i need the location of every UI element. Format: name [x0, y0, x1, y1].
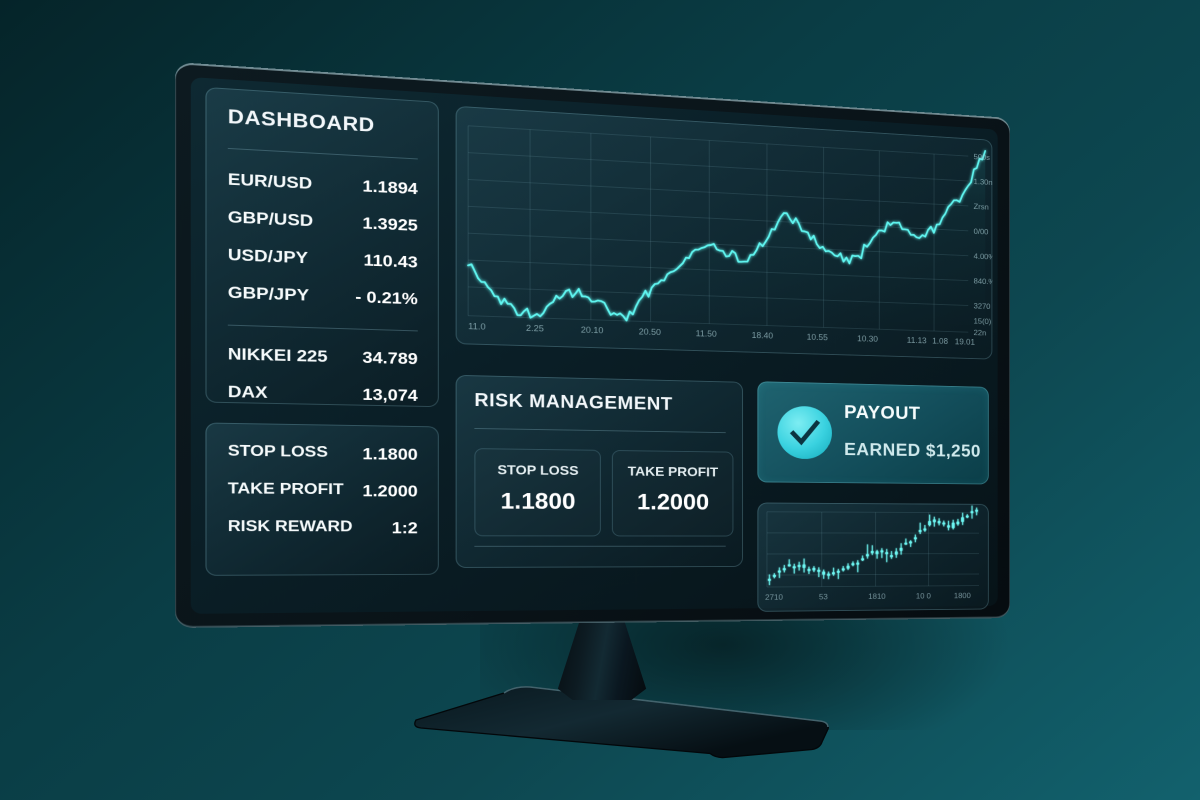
- svg-text:3270: 3270: [974, 302, 991, 311]
- svg-text:4.00%: 4.00%: [974, 252, 993, 261]
- svg-text:11.13: 11.13: [907, 336, 927, 346]
- svg-text:2710: 2710: [765, 593, 783, 602]
- svg-text:20.50: 20.50: [639, 327, 661, 337]
- svg-text:11.0: 11.0: [468, 322, 485, 332]
- svg-text:0/00: 0/00: [974, 227, 989, 236]
- svg-text:10.30: 10.30: [857, 334, 878, 344]
- svg-text:500s: 500s: [974, 152, 991, 161]
- svg-text:1810: 1810: [868, 592, 885, 601]
- svg-text:2.25: 2.25: [526, 324, 544, 334]
- svg-text:11.50: 11.50: [696, 329, 717, 339]
- svg-text:10 0: 10 0: [916, 592, 931, 600]
- svg-text:840.%: 840.%: [974, 277, 993, 286]
- svg-text:1800: 1800: [954, 591, 971, 599]
- svg-text:1.30n: 1.30n: [974, 177, 993, 186]
- svg-text:Zrsn: Zrsn: [974, 202, 989, 211]
- svg-text:15(0): 15(0): [974, 317, 992, 326]
- svg-text:10.55: 10.55: [807, 333, 828, 343]
- svg-text:1.08: 1.08: [932, 337, 948, 347]
- svg-text:53: 53: [819, 593, 828, 602]
- svg-text:20.10: 20.10: [581, 326, 604, 336]
- svg-text:22n: 22n: [974, 328, 987, 337]
- svg-text:19.01: 19.01: [955, 338, 975, 348]
- svg-text:18.40: 18.40: [752, 331, 773, 341]
